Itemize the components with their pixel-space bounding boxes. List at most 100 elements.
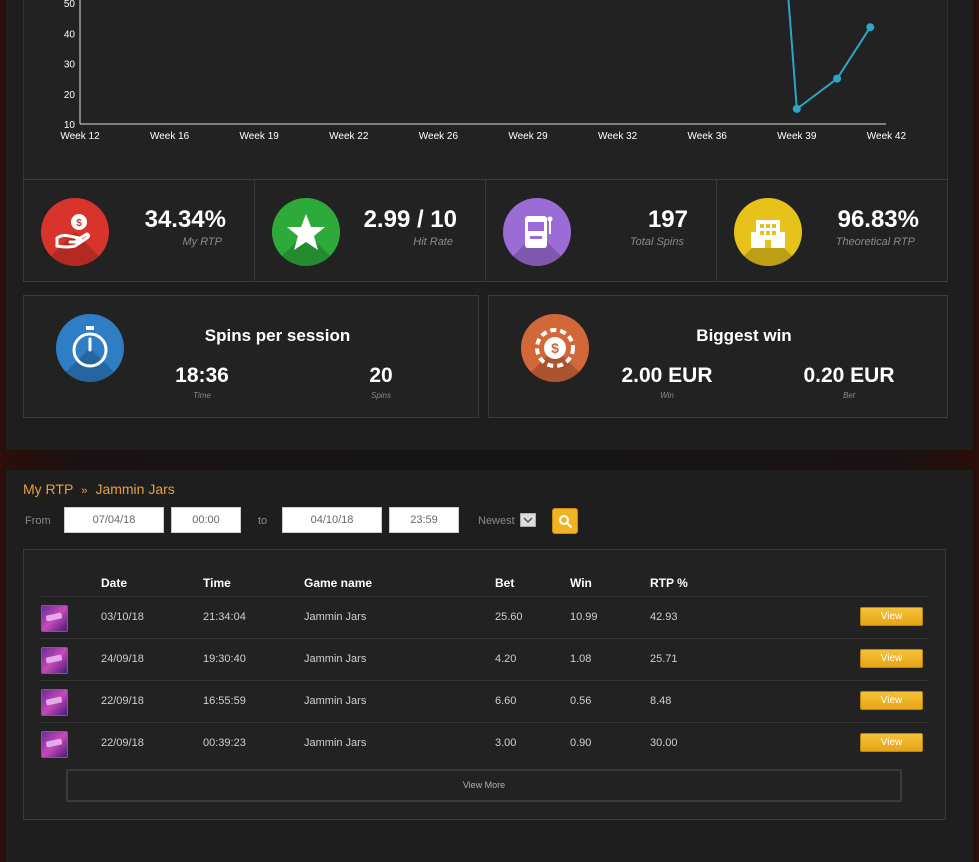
breadcrumb-root[interactable]: My RTP [23, 481, 74, 497]
game-thumbnail [41, 731, 68, 758]
hand-coin-icon: $ [41, 198, 109, 266]
row-bet: 3.00 [495, 737, 517, 749]
theoretical-rtp-value: 96.83% [837, 206, 919, 233]
my-rtp-label: My RTP [182, 236, 222, 248]
row-time: 19:30:40 [203, 653, 246, 665]
spins-per-session-card: Spins per session 18:36 Time 20 Spins [23, 295, 479, 418]
to-time-input[interactable]: 23:59 [389, 507, 459, 533]
x-tick-label: Week 32 [598, 131, 638, 142]
total-spins-value: 197 [647, 206, 688, 233]
row-win: 0.56 [570, 695, 592, 707]
row-rtp: 30.00 [650, 737, 678, 749]
row-date: 24/09/18 [101, 653, 144, 665]
x-tick-label: Week 26 [419, 131, 459, 142]
row-win: 1.08 [570, 653, 592, 665]
y-tick-label: 50 [64, 0, 76, 10]
view-button[interactable]: View [860, 649, 923, 668]
col-header-game: Game name [304, 576, 373, 590]
view-more-button[interactable]: View More [66, 769, 902, 802]
search-button[interactable] [552, 508, 578, 534]
row-game: Jammin Jars [304, 737, 367, 749]
row-time: 21:34:04 [203, 611, 246, 623]
rtp-chart: 10 20 30 40 50 Week 12 Week 16 Week 19 Week 22 We… [23, 0, 948, 181]
biggest-win-bet-label: Bet [842, 391, 855, 400]
stat-my-rtp: $ 34.34% My RTP [24, 180, 255, 281]
y-tick-label: 30 [64, 60, 76, 71]
star-icon [272, 198, 340, 266]
row-date: 03/10/18 [101, 611, 144, 623]
x-tick-label: Week 29 [508, 131, 548, 142]
x-tick-label: Week 12 [60, 131, 100, 142]
col-header-win: Win [570, 576, 592, 590]
session-time-label: Time [193, 391, 211, 400]
row-rtp: 25.71 [650, 653, 678, 665]
row-game: Jammin Jars [304, 611, 367, 623]
biggest-win-title: Biggest win [696, 326, 792, 345]
stats-row: $ 34.34% My RTP 2.99 / 10 Hit Rate 197 [23, 179, 948, 282]
x-tick-label: Week 19 [240, 131, 280, 142]
data-point [833, 74, 842, 83]
my-rtp-value: 34.34% [144, 206, 226, 233]
row-date: 22/09/18 [101, 737, 144, 749]
game-thumbnail [41, 605, 68, 632]
row-bet: 25.60 [495, 611, 523, 623]
stat-hit-rate: 2.99 / 10 Hit Rate [255, 180, 486, 281]
session-spins-value: 20 [369, 364, 393, 387]
session-time-value: 18:36 [175, 364, 229, 387]
col-header-bet: Bet [495, 576, 515, 590]
row-time: 00:39:23 [203, 737, 246, 749]
breadcrumb: My RTP » Jammin Jars [23, 481, 175, 497]
data-point [792, 104, 801, 113]
sort-select-label[interactable]: Newest [478, 515, 515, 527]
row-rtp: 8.48 [650, 695, 672, 707]
footer-strip [6, 850, 973, 862]
slot-machine-icon [503, 198, 571, 266]
table-row: 03/10/18 21:34:04 Jammin Jars 25.60 10.9… [40, 596, 928, 639]
rtp-line-chart: 10 20 30 40 50 Week 12 Week 16 Week 19 Week 22 We… [60, 0, 906, 142]
biggest-win-label: Win [660, 391, 674, 400]
theoretical-rtp-label: Theoretical RTP [835, 236, 915, 248]
breadcrumb-separator: » [81, 485, 88, 497]
biggest-win-value: 2.00 EUR [621, 364, 713, 387]
from-date-input[interactable]: 07/04/18 [64, 507, 164, 533]
breadcrumb-current: Jammin Jars [95, 481, 175, 497]
col-header-rtp: RTP % [650, 576, 688, 590]
building-icon [734, 198, 802, 266]
game-thumbnail [41, 689, 68, 716]
row-time: 16:55:59 [203, 695, 246, 707]
data-point [866, 23, 875, 32]
x-tick-label: Week 22 [329, 131, 369, 142]
session-spins-label: Spins [370, 391, 391, 400]
svg-text:$: $ [76, 218, 82, 229]
chevron-down-icon[interactable] [520, 513, 536, 527]
hit-rate-value: 2.99 / 10 [363, 206, 457, 233]
from-time-input[interactable]: 00:00 [171, 507, 241, 533]
y-tick-label: 10 [64, 120, 76, 131]
series-line [787, 0, 872, 111]
row-win: 0.90 [570, 737, 592, 749]
to-label: to [258, 515, 268, 527]
biggest-win-card: $ Biggest win 2.00 EUR Win 0.20 EUR Bet [488, 295, 948, 418]
table-row: 22/09/18 00:39:23 Jammin Jars 3.00 0.90 … [40, 722, 928, 765]
stopwatch-icon [56, 314, 124, 382]
y-tick-label: 20 [64, 90, 76, 101]
row-bet: 4.20 [495, 653, 517, 665]
row-bet: 6.60 [495, 695, 517, 707]
y-tick-label: 40 [64, 29, 76, 40]
table-row: 24/09/18 19:30:40 Jammin Jars 4.20 1.08 … [40, 638, 928, 681]
casino-chip-icon: $ [521, 314, 589, 382]
x-tick-label: Week 16 [150, 131, 190, 142]
x-tick-label: Week 39 [777, 131, 817, 142]
x-tick-label: Week 36 [688, 131, 728, 142]
search-icon [559, 515, 572, 528]
spins-card-title: Spins per session [204, 326, 351, 345]
row-game: Jammin Jars [304, 695, 367, 707]
view-button[interactable]: View [860, 607, 923, 626]
from-label: From [25, 515, 51, 527]
view-button[interactable]: View [860, 733, 923, 752]
to-date-input[interactable]: 04/10/18 [282, 507, 382, 533]
hit-rate-label: Hit Rate [413, 236, 453, 248]
col-header-date: Date [101, 576, 128, 590]
row-rtp: 42.93 [650, 611, 678, 623]
view-button[interactable]: View [860, 691, 923, 710]
